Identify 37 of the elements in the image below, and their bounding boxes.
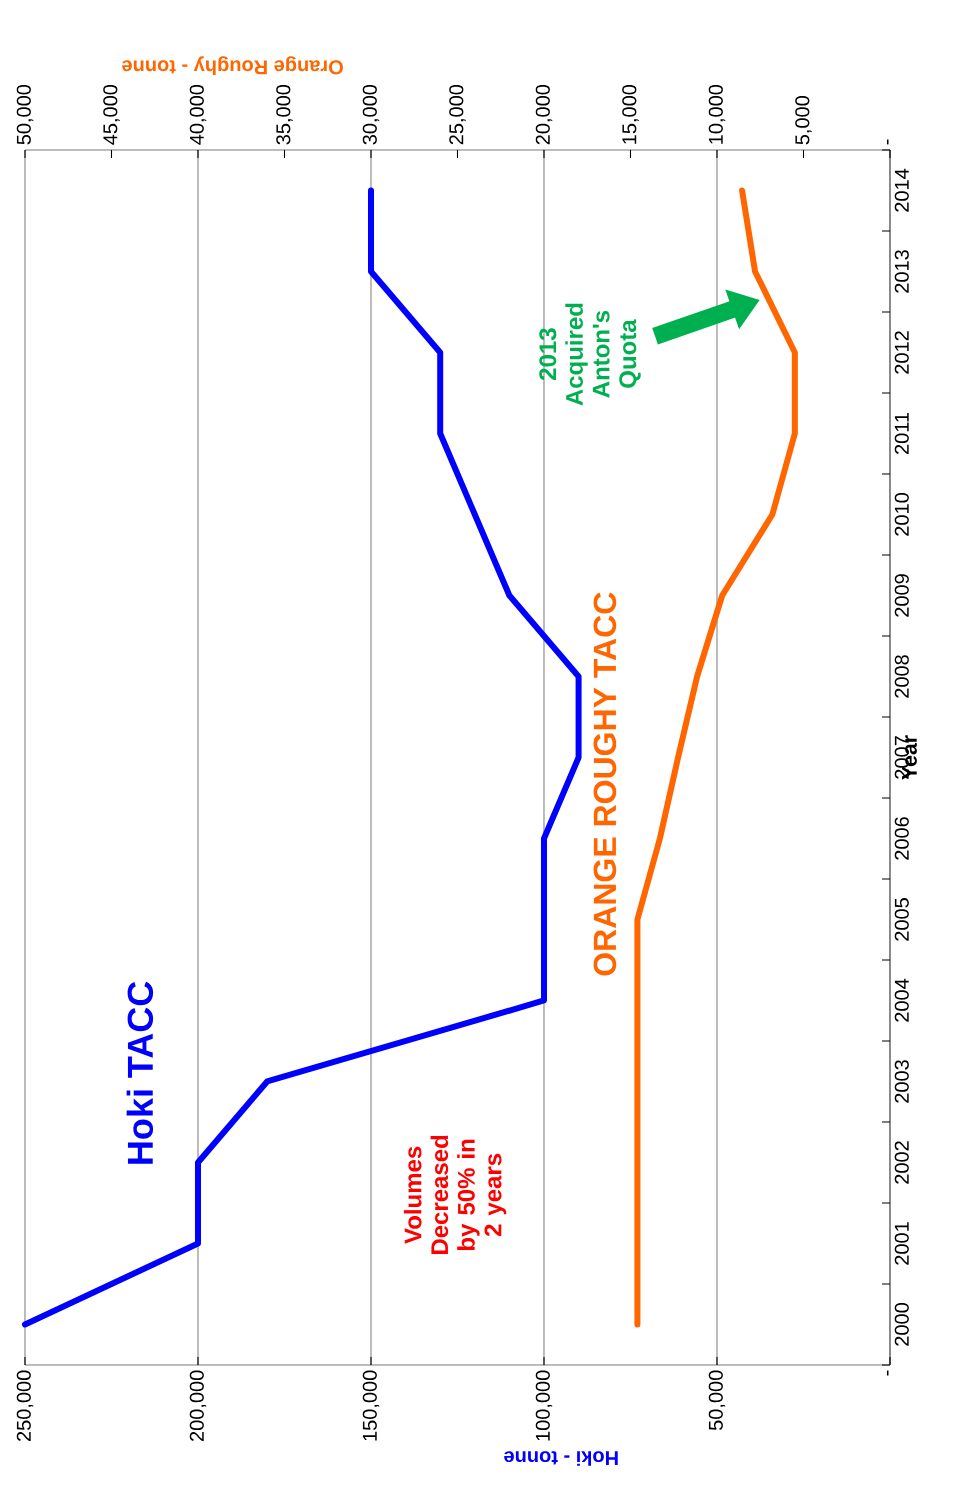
x-tick-label: 200,000 — [189, 1370, 207, 1441]
x2-tick-label: 20,000 — [535, 84, 553, 145]
x2-tick-label: 15,000 — [622, 84, 639, 144]
y-tick-label: 2013 — [894, 250, 909, 293]
x2-tick-label: 40,000 — [189, 84, 207, 145]
x2-tick-label: 35,000 — [276, 84, 293, 145]
x-tick-label: - — [886, 1370, 889, 1376]
y-tick-label: 2000 — [894, 1303, 909, 1346]
y-tick-label: 2005 — [894, 898, 909, 941]
y-tick-label: 2011 — [894, 412, 909, 454]
y-tick-label: 2014 — [894, 168, 909, 212]
x-tick-label: 100,000 — [535, 1370, 553, 1441]
y-tick-label: 2003 — [894, 1060, 909, 1103]
y-tick-label: 2008 — [894, 655, 909, 698]
y-tick-label: 2012 — [894, 331, 909, 374]
x2-axis-title: Orange Roughy - tonne — [122, 56, 343, 75]
annotation: 2013 Acquired Anton's Quota — [539, 303, 641, 406]
y-tick-label: 2010 — [894, 493, 909, 536]
text: Hoki TACC — [126, 981, 154, 1164]
x2-tick-label: 5,000 — [795, 96, 812, 145]
x2-tick-label: 45,000 — [103, 84, 120, 145]
x2-tick-label: - — [886, 139, 889, 145]
x2-tick-label: 50,000 — [16, 84, 34, 145]
x2-tick-label: 10,000 — [708, 84, 726, 144]
text: ORANGE ROUGHY TACC — [593, 592, 617, 976]
x2-tick-label: 30,000 — [362, 84, 380, 145]
x-tick-label: 250,000 — [16, 1370, 34, 1441]
y-tick-label: 2009 — [894, 574, 909, 617]
x-axis-title: Hoki - tonne — [504, 1451, 618, 1466]
y-tick-label: 2001 — [894, 1222, 909, 1265]
x-tick-label: 150,000 — [362, 1370, 380, 1441]
annotation: Volumes Decreased by 50% in 2 years — [403, 1135, 507, 1254]
y-tick-label: 2004 — [894, 978, 909, 1022]
y-tick-label: 2002 — [894, 1141, 909, 1184]
x-tick-label: 50,000 — [708, 1370, 726, 1431]
x2-tick-label: 25,000 — [449, 84, 466, 145]
y-tick-label: 2006 — [894, 817, 909, 860]
